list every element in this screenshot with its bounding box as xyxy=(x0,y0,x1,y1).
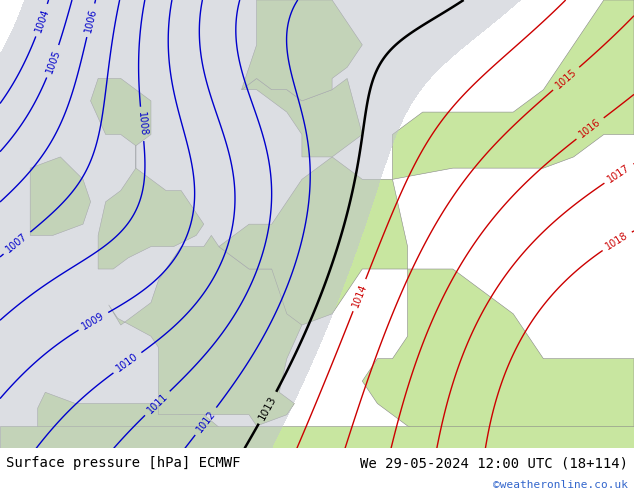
Polygon shape xyxy=(362,269,634,448)
Text: 1012: 1012 xyxy=(195,409,217,434)
Text: 1013: 1013 xyxy=(257,394,278,422)
Text: 1005: 1005 xyxy=(44,48,62,74)
Text: 1004: 1004 xyxy=(33,7,51,33)
Text: 1016: 1016 xyxy=(578,117,603,140)
Polygon shape xyxy=(0,426,634,448)
Polygon shape xyxy=(108,235,302,426)
Polygon shape xyxy=(38,392,231,448)
Text: 1015: 1015 xyxy=(553,67,579,91)
Text: 1008: 1008 xyxy=(136,111,148,137)
Text: 1006: 1006 xyxy=(83,7,98,33)
Polygon shape xyxy=(242,0,362,101)
Text: 1007: 1007 xyxy=(4,231,30,255)
Polygon shape xyxy=(219,157,408,325)
Text: We 29-05-2024 12:00 UTC (18+114): We 29-05-2024 12:00 UTC (18+114) xyxy=(359,456,628,470)
Text: 1014: 1014 xyxy=(350,282,368,308)
Polygon shape xyxy=(91,78,204,269)
Polygon shape xyxy=(392,0,634,179)
Text: 1010: 1010 xyxy=(115,351,140,374)
Text: ©weatheronline.co.uk: ©weatheronline.co.uk xyxy=(493,480,628,490)
Text: 1009: 1009 xyxy=(81,311,107,332)
Polygon shape xyxy=(242,78,362,157)
Text: 1011: 1011 xyxy=(145,391,170,416)
Polygon shape xyxy=(30,157,91,235)
Text: 1017: 1017 xyxy=(605,163,632,184)
Text: 1018: 1018 xyxy=(604,230,630,252)
Text: Surface pressure [hPa] ECMWF: Surface pressure [hPa] ECMWF xyxy=(6,456,241,470)
